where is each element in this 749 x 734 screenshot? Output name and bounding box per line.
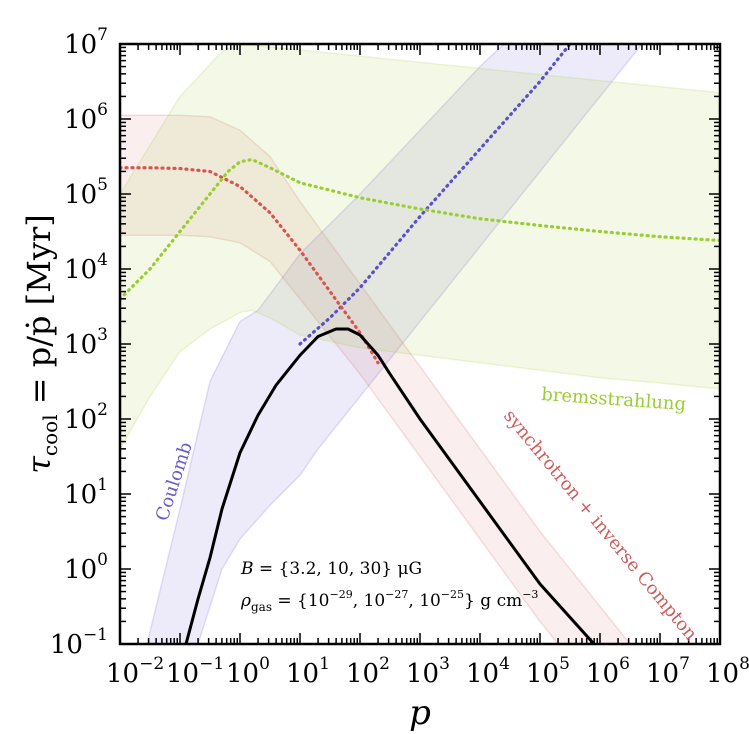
series-line-4 xyxy=(184,327,596,644)
y-tick-label: 105 xyxy=(64,175,108,210)
x-tick-label: 100 xyxy=(226,654,270,689)
x-tick-label: 105 xyxy=(526,654,570,689)
uncertainty-bands xyxy=(120,44,720,644)
y-tick-label: 107 xyxy=(64,25,108,60)
y-tick-label: 100 xyxy=(64,550,108,585)
y-tick-label: 102 xyxy=(64,400,108,435)
x-tick-labels: 10−2 10−1 100 101 102 103 104 105 106 107 108 xyxy=(106,654,749,689)
y-tick-label: 10−1 xyxy=(50,625,108,660)
series-line-1 xyxy=(298,44,572,346)
y-tick-label: 101 xyxy=(64,475,108,510)
x-tick-label: 10−1 xyxy=(166,654,224,689)
x-tick-label: 101 xyxy=(286,654,330,689)
x-tick-label: 10−2 xyxy=(106,654,164,689)
x-tick-label: 108 xyxy=(706,654,749,689)
y-tick-label: 104 xyxy=(64,250,108,285)
y-axis-title: τcool = p/ṗ [Myr] xyxy=(20,214,62,474)
band-3 xyxy=(120,44,720,451)
series-line-3 xyxy=(120,157,720,301)
y-tick-label: 106 xyxy=(64,100,108,135)
x-tick-label: 107 xyxy=(646,654,690,689)
x-tick-label: 106 xyxy=(586,654,630,689)
legend-b-field: B = {3.2, 10, 30} μG xyxy=(240,559,422,579)
band-1 xyxy=(146,44,643,644)
series-line-2 xyxy=(120,166,380,365)
annotation-bremsstrahlung: bremsstrahlung xyxy=(541,384,687,415)
band-2 xyxy=(120,114,631,644)
data-lines xyxy=(120,44,720,644)
legend-gas-density: ρgas = {10−29, 10−27, 10−25} g cm−3 xyxy=(240,588,538,614)
axis-ticks xyxy=(119,43,721,645)
x-tick-label: 104 xyxy=(466,654,510,689)
x-tick-label: 102 xyxy=(346,654,390,689)
y-tick-labels: 10−1 100 101 102 103 104 105 106 107 xyxy=(50,25,108,660)
x-tick-label: 103 xyxy=(406,654,450,689)
y-tick-label: 103 xyxy=(64,325,108,360)
x-axis-title: p xyxy=(409,693,431,733)
